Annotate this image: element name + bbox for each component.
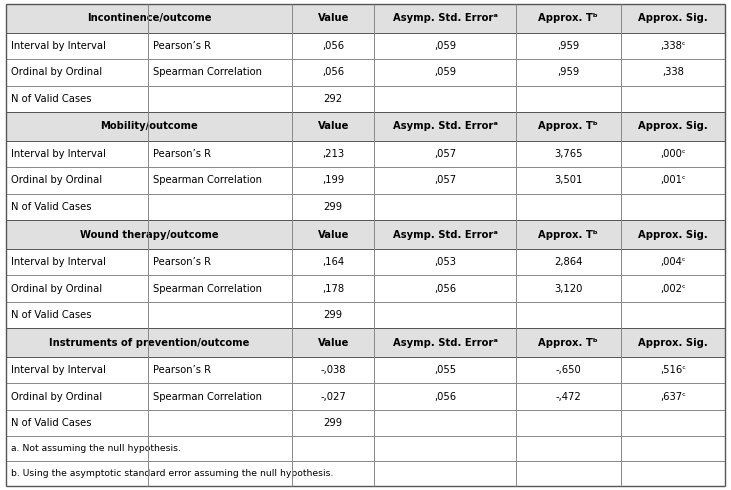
Text: Ordinal by Ordinal: Ordinal by Ordinal	[11, 175, 102, 185]
Text: Interval by Interval: Interval by Interval	[11, 149, 106, 159]
Text: ,056: ,056	[322, 41, 344, 51]
Text: Approx. Tᵇ: Approx. Tᵇ	[539, 13, 598, 23]
Text: Asymp. Std. Errorᵃ: Asymp. Std. Errorᵃ	[393, 13, 498, 23]
Text: ,056: ,056	[434, 284, 456, 294]
Text: 299: 299	[324, 418, 343, 428]
Text: -,472: -,472	[556, 392, 581, 402]
Text: Interval by Interval: Interval by Interval	[11, 257, 106, 267]
Text: Asymp. Std. Errorᵃ: Asymp. Std. Errorᵃ	[393, 338, 498, 347]
Text: N of Valid Cases: N of Valid Cases	[11, 202, 91, 212]
Text: ,002ᶜ: ,002ᶜ	[660, 284, 686, 294]
Text: Approx. Sig.: Approx. Sig.	[638, 338, 708, 347]
Bar	[6, 112, 725, 141]
Text: Value: Value	[317, 229, 349, 240]
Text: Value: Value	[317, 338, 349, 347]
Text: Wound therapy/outcome: Wound therapy/outcome	[80, 229, 219, 240]
Text: ,959: ,959	[557, 41, 580, 51]
Text: ,056: ,056	[434, 392, 456, 402]
Text: Asymp. Std. Errorᵃ: Asymp. Std. Errorᵃ	[393, 122, 498, 131]
Text: Approx. Sig.: Approx. Sig.	[638, 122, 708, 131]
Text: ,057: ,057	[434, 149, 456, 159]
Text: Ordinal by Ordinal: Ordinal by Ordinal	[11, 67, 102, 77]
Text: Pearson’s R: Pearson’s R	[153, 365, 211, 375]
Text: -,650: -,650	[556, 365, 581, 375]
Text: Value: Value	[317, 13, 349, 23]
Text: Approx. Tᵇ: Approx. Tᵇ	[539, 229, 598, 240]
Text: ,056: ,056	[322, 67, 344, 77]
Text: Approx. Sig.: Approx. Sig.	[638, 13, 708, 23]
Text: 3,120: 3,120	[554, 284, 583, 294]
Text: Interval by Interval: Interval by Interval	[11, 365, 106, 375]
Text: 299: 299	[324, 310, 343, 320]
Text: 3,765: 3,765	[554, 149, 583, 159]
Text: Approx. Tᵇ: Approx. Tᵇ	[539, 338, 598, 347]
Text: Pearson’s R: Pearson’s R	[153, 149, 211, 159]
Text: ,178: ,178	[322, 284, 344, 294]
Text: ,059: ,059	[434, 41, 456, 51]
Text: Spearman Correlation: Spearman Correlation	[153, 67, 262, 77]
Text: ,000ᶜ: ,000ᶜ	[660, 149, 686, 159]
Text: -,038: -,038	[320, 365, 346, 375]
Text: Mobility/outcome: Mobility/outcome	[100, 122, 198, 131]
Text: Ordinal by Ordinal: Ordinal by Ordinal	[11, 392, 102, 402]
Text: Asymp. Std. Errorᵃ: Asymp. Std. Errorᵃ	[393, 229, 498, 240]
Text: ,059: ,059	[434, 67, 456, 77]
Text: ,164: ,164	[322, 257, 344, 267]
Text: 3,501: 3,501	[554, 175, 583, 185]
Text: N of Valid Cases: N of Valid Cases	[11, 94, 91, 104]
Text: 299: 299	[324, 202, 343, 212]
Text: ,004ᶜ: ,004ᶜ	[660, 257, 686, 267]
Text: ,637ᶜ: ,637ᶜ	[660, 392, 686, 402]
Text: Incontinence/outcome: Incontinence/outcome	[87, 13, 211, 23]
Bar	[6, 328, 725, 357]
Text: b. Using the asymptotic standard error assuming the null hypothesis.: b. Using the asymptotic standard error a…	[11, 469, 333, 478]
Text: ,516ᶜ: ,516ᶜ	[660, 365, 686, 375]
Bar	[6, 220, 725, 249]
Bar	[6, 4, 725, 33]
Text: ,001ᶜ: ,001ᶜ	[660, 175, 686, 185]
Text: Ordinal by Ordinal: Ordinal by Ordinal	[11, 284, 102, 294]
Text: ,057: ,057	[434, 175, 456, 185]
Text: ,199: ,199	[322, 175, 344, 185]
Text: Pearson’s R: Pearson’s R	[153, 41, 211, 51]
Text: Approx. Tᵇ: Approx. Tᵇ	[539, 122, 598, 131]
Text: N of Valid Cases: N of Valid Cases	[11, 310, 91, 320]
Text: a. Not assuming the null hypothesis.: a. Not assuming the null hypothesis.	[11, 444, 181, 453]
Text: ,959: ,959	[557, 67, 580, 77]
Text: ,055: ,055	[434, 365, 456, 375]
Text: ,053: ,053	[434, 257, 456, 267]
Text: Pearson’s R: Pearson’s R	[153, 257, 211, 267]
Text: Spearman Correlation: Spearman Correlation	[153, 175, 262, 185]
Text: 2,864: 2,864	[554, 257, 583, 267]
Text: Value: Value	[317, 122, 349, 131]
Text: 292: 292	[324, 94, 343, 104]
Text: Approx. Sig.: Approx. Sig.	[638, 229, 708, 240]
Text: Interval by Interval: Interval by Interval	[11, 41, 106, 51]
Text: ,338ᶜ: ,338ᶜ	[660, 41, 686, 51]
Text: N of Valid Cases: N of Valid Cases	[11, 418, 91, 428]
Text: Spearman Correlation: Spearman Correlation	[153, 392, 262, 402]
Text: Instruments of prevention/outcome: Instruments of prevention/outcome	[49, 338, 249, 347]
Text: ,338: ,338	[662, 67, 683, 77]
Text: Spearman Correlation: Spearman Correlation	[153, 284, 262, 294]
Text: ,213: ,213	[322, 149, 344, 159]
Text: -,027: -,027	[320, 392, 346, 402]
